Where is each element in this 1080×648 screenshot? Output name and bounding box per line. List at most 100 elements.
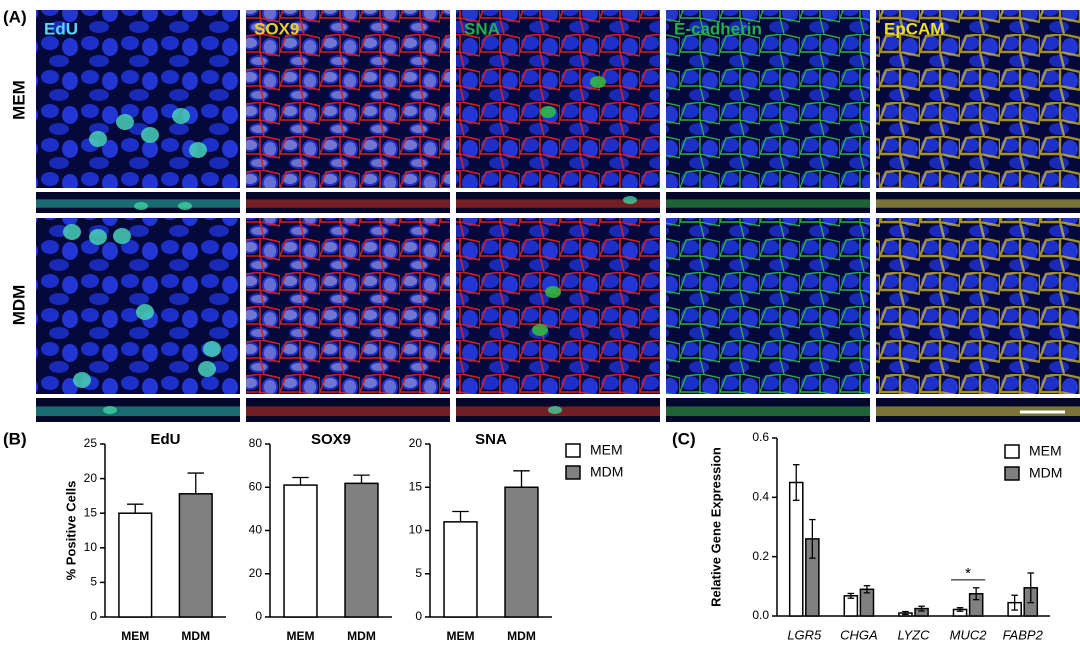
y-tick-label: 10 <box>84 540 98 554</box>
membrane-stain <box>876 218 1080 394</box>
membrane-stain <box>876 10 1080 188</box>
legend-swatch <box>565 443 581 458</box>
bar <box>344 482 379 618</box>
legend-swatch <box>565 465 581 480</box>
membrane-stain <box>666 218 870 394</box>
edu-nucleus <box>89 229 107 245</box>
panel-label: (C) <box>672 429 696 448</box>
strip-signal <box>134 202 148 210</box>
orthogonal-signal <box>246 406 450 416</box>
orthogonal-signal <box>456 199 660 208</box>
edu-nucleus <box>113 228 131 244</box>
y-tick-label: 25 <box>84 436 98 450</box>
strip-signal <box>548 406 562 414</box>
legend-label: MDM <box>590 464 623 480</box>
x-tick-label: MDM <box>507 629 536 643</box>
bar <box>118 512 153 618</box>
y-tick-label: 0.2 <box>752 549 769 563</box>
bar <box>443 521 478 618</box>
x-tick-label: MDM <box>181 629 210 643</box>
y-tick-label: 15 <box>84 505 98 519</box>
y-axis-label: Relative Gene Expression <box>708 447 723 607</box>
micrograph <box>36 10 240 188</box>
edu-nucleus <box>73 372 91 388</box>
membrane-stain <box>246 218 450 394</box>
x-tick-label: CHGA <box>840 627 878 642</box>
x-tick-label: FABP2 <box>1003 627 1044 642</box>
x-tick-label: LGR5 <box>787 627 822 642</box>
sna-signal <box>532 324 548 336</box>
chart-title: EdU <box>151 431 181 448</box>
orthogonal-signal <box>876 406 1080 416</box>
bar <box>788 481 804 617</box>
bar <box>504 486 539 618</box>
y-tick-label: 5 <box>90 575 97 589</box>
x-tick-label: MDM <box>347 629 376 643</box>
y-tick-label: 60 <box>249 479 263 493</box>
edu-nucleus <box>116 114 134 130</box>
bar <box>283 484 318 618</box>
y-tick-label: 20 <box>409 436 423 450</box>
strip-signal <box>103 406 117 414</box>
y-tick-label: 20 <box>249 566 263 580</box>
y-tick-label: 0.4 <box>752 490 769 504</box>
chart-title: SNA <box>475 431 507 448</box>
chart-title: SOX9 <box>311 431 351 448</box>
significance-label: * <box>965 565 971 582</box>
edu-nucleus <box>198 361 216 377</box>
panel-label: (A) <box>3 7 27 26</box>
orthogonal-signal <box>876 199 1080 208</box>
strip-signal <box>178 202 192 210</box>
row-label: MDM <box>9 285 28 326</box>
membrane-stain <box>456 10 660 188</box>
y-tick-label: 0.6 <box>752 430 769 444</box>
y-tick-label: 40 <box>249 523 263 537</box>
sna-signal <box>590 76 606 88</box>
y-tick-label: 0 <box>90 609 97 623</box>
y-tick-label: 20 <box>84 471 98 485</box>
x-tick-label: LYZC <box>897 627 930 642</box>
edu-nucleus <box>141 127 159 143</box>
x-tick-label: MEM <box>287 629 315 643</box>
y-tick-label: 15 <box>409 479 423 493</box>
y-tick-label: 10 <box>409 523 423 537</box>
legend-label: MEM <box>1029 443 1062 459</box>
membrane-stain <box>666 10 870 188</box>
membrane-stain <box>246 10 450 188</box>
y-tick-label: 5 <box>415 566 422 580</box>
bar <box>178 493 213 618</box>
legend-label: MEM <box>590 442 623 458</box>
legend-swatch <box>1004 444 1020 459</box>
legend-label: MDM <box>1029 465 1062 481</box>
bar <box>843 595 859 617</box>
channel-label: EdU <box>44 19 78 38</box>
edu-nucleus <box>189 142 207 158</box>
sna-signal <box>545 286 561 298</box>
channel-label: SNA <box>464 19 500 38</box>
orthogonal-signal <box>246 199 450 208</box>
orthogonal-signal <box>666 406 870 416</box>
orthogonal-signal <box>36 406 240 416</box>
row-label: MEM <box>9 80 28 120</box>
sna-signal <box>540 106 556 118</box>
orthogonal-signal <box>666 199 870 208</box>
membrane-stain <box>456 218 660 394</box>
channel-label: E-cadherin <box>674 19 762 38</box>
x-tick-label: MEM <box>447 629 475 643</box>
y-tick-label: 80 <box>249 436 263 450</box>
y-tick-label: 0 <box>415 609 422 623</box>
legend-swatch <box>1004 466 1020 481</box>
x-tick-label: MUC2 <box>950 627 988 642</box>
edu-nucleus <box>63 224 81 240</box>
edu-nucleus <box>172 108 190 124</box>
channel-label: SOX9 <box>254 19 299 38</box>
channel-label: EpCAM <box>884 19 944 38</box>
edu-nucleus <box>89 131 107 147</box>
strip-signal <box>623 196 637 204</box>
y-axis-label: % Positive Cells <box>63 481 78 581</box>
y-tick-label: 0.0 <box>752 608 769 622</box>
x-tick-label: MEM <box>121 629 149 643</box>
edu-nucleus <box>203 341 221 357</box>
micrographs: EdU SOX9 SNA E-cadherin EpCAM <box>36 10 1080 422</box>
